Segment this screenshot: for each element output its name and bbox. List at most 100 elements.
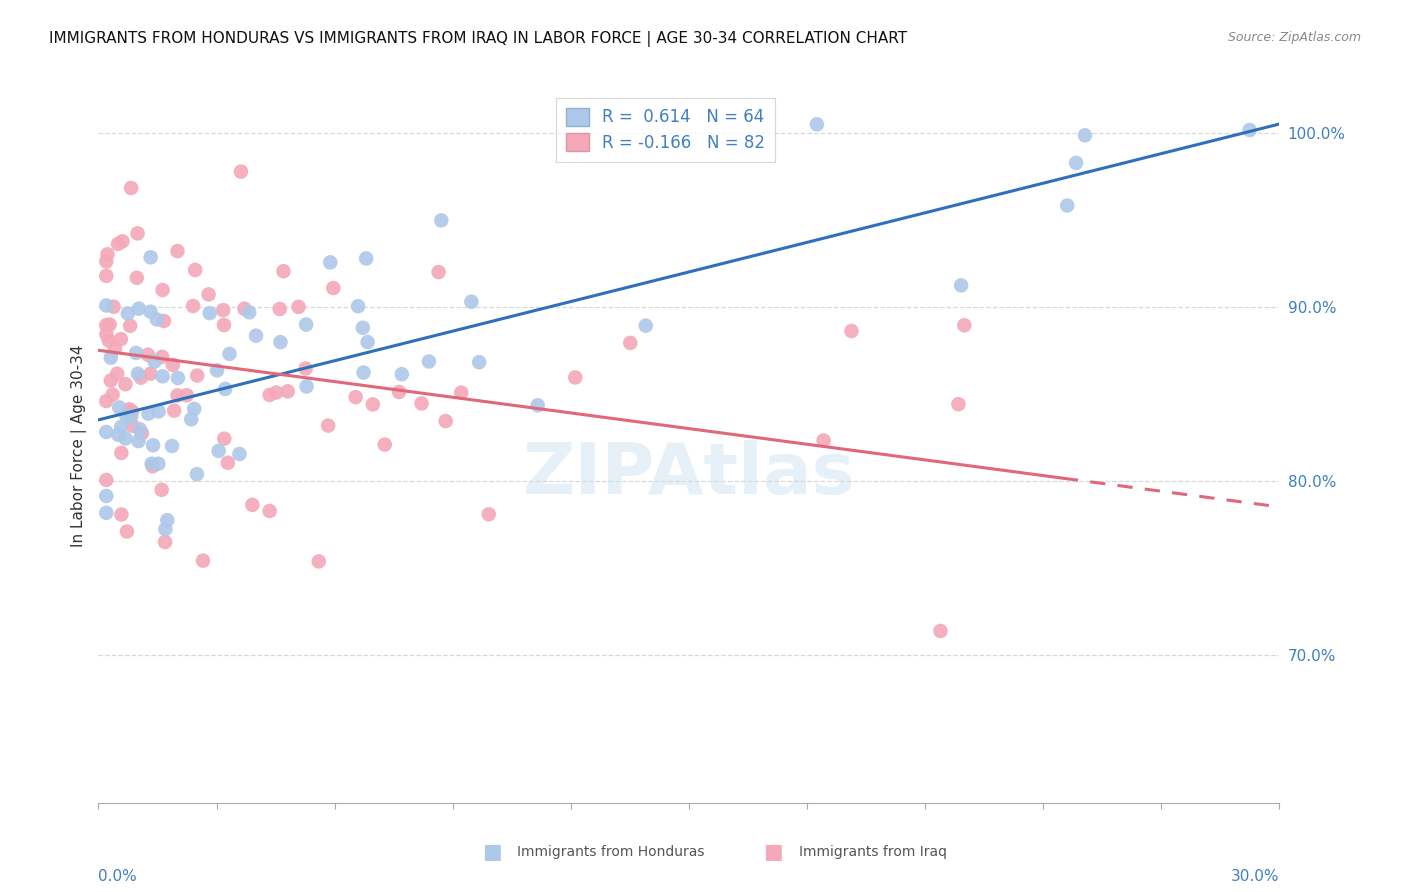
Point <box>181 299 204 313</box>
Point <box>197 287 219 301</box>
Point <box>152 283 174 297</box>
Point <box>118 402 141 417</box>
Point <box>110 420 132 434</box>
Point <box>125 346 148 360</box>
Point <box>259 388 281 402</box>
Point <box>143 354 166 368</box>
Point <box>100 374 122 388</box>
Point <box>96 247 118 261</box>
Point <box>131 426 153 441</box>
Text: 0.0%: 0.0% <box>98 869 138 884</box>
Point <box>319 255 342 269</box>
Point <box>138 407 160 421</box>
Text: ■: ■ <box>763 842 783 862</box>
Point <box>269 335 291 350</box>
Point <box>430 213 453 227</box>
Point <box>96 489 118 503</box>
Point <box>322 281 344 295</box>
Point <box>97 334 120 348</box>
Point <box>207 443 229 458</box>
Point <box>139 304 162 318</box>
Point <box>205 363 228 377</box>
Point <box>269 301 291 316</box>
Point <box>128 301 150 316</box>
Point <box>139 250 162 264</box>
Point <box>427 265 450 279</box>
Point <box>352 320 374 334</box>
Point <box>114 377 136 392</box>
Point <box>108 401 131 415</box>
Point <box>121 418 143 433</box>
Point <box>117 306 139 320</box>
Point <box>564 370 586 384</box>
Text: Source: ZipAtlas.com: Source: ZipAtlas.com <box>1227 31 1361 45</box>
Point <box>295 379 318 393</box>
Point <box>107 236 129 251</box>
Point <box>98 318 121 332</box>
Point <box>100 351 122 365</box>
Point <box>245 328 267 343</box>
Point <box>115 524 138 539</box>
Point <box>129 370 152 384</box>
Point <box>110 446 132 460</box>
Point <box>110 508 132 522</box>
Point <box>259 504 281 518</box>
Point <box>273 264 295 278</box>
Point <box>162 358 184 372</box>
Point <box>96 425 118 439</box>
Point <box>361 397 384 411</box>
Point <box>619 335 641 350</box>
Point <box>180 412 202 426</box>
Point <box>929 624 952 638</box>
Point <box>316 418 339 433</box>
Point <box>107 427 129 442</box>
Point <box>104 342 127 356</box>
Point <box>120 181 142 195</box>
Point <box>150 483 173 497</box>
Point <box>813 434 835 448</box>
Point <box>156 513 179 527</box>
Point <box>160 439 183 453</box>
Point <box>148 404 170 418</box>
Point <box>344 390 367 404</box>
Point <box>127 367 149 381</box>
Point <box>96 394 118 409</box>
Point <box>167 371 190 385</box>
Point <box>148 457 170 471</box>
Point <box>354 252 377 266</box>
Point <box>101 387 124 401</box>
Point <box>214 382 236 396</box>
Point <box>212 303 235 318</box>
Point <box>120 318 142 333</box>
Point <box>950 278 973 293</box>
Point <box>96 327 118 342</box>
Text: ■: ■ <box>482 842 502 862</box>
Point <box>127 434 149 448</box>
Point <box>114 432 136 446</box>
Point <box>294 361 316 376</box>
Point <box>186 368 208 383</box>
Point <box>212 318 235 332</box>
Point <box>450 385 472 400</box>
Point <box>186 467 208 482</box>
Point <box>233 301 256 316</box>
Point <box>468 355 491 369</box>
Point <box>526 398 548 412</box>
Point <box>356 334 378 349</box>
Point <box>121 404 143 418</box>
Point <box>183 401 205 416</box>
Point <box>347 299 370 313</box>
Point <box>155 522 177 536</box>
Point <box>141 457 163 471</box>
Text: Immigrants from Honduras: Immigrants from Honduras <box>517 845 704 859</box>
Point <box>96 299 118 313</box>
Point <box>166 244 188 259</box>
Point <box>96 318 118 333</box>
Point <box>460 294 482 309</box>
Point <box>125 270 148 285</box>
Point <box>115 409 138 424</box>
Point <box>295 318 318 332</box>
Point <box>948 397 970 411</box>
Point <box>1239 123 1261 137</box>
Point <box>418 354 440 368</box>
